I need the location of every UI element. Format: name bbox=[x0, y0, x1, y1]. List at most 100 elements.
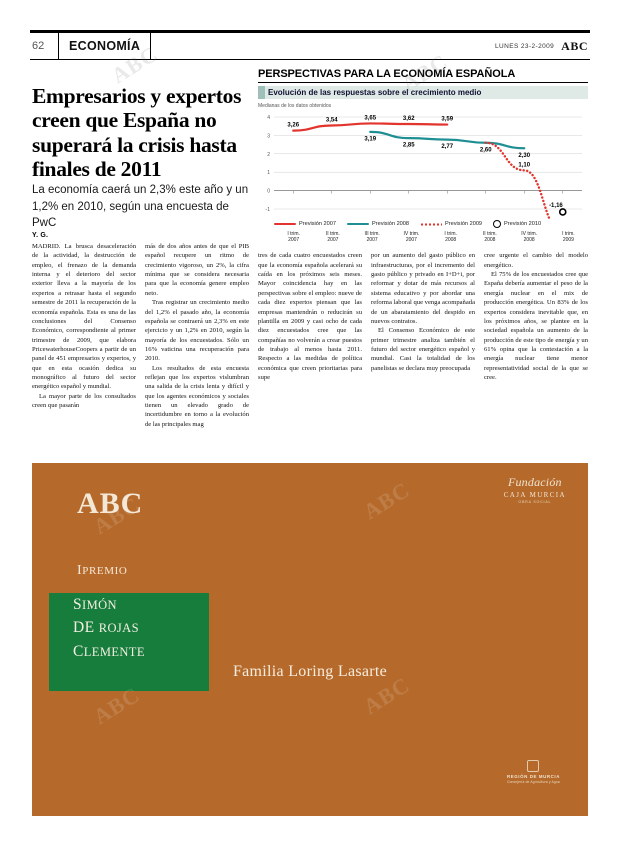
legend-label: Previsión 2009 bbox=[445, 221, 483, 227]
y-tick-label: 4 bbox=[267, 115, 270, 121]
legend-item-prevision-2007: Previsión 2007 bbox=[274, 221, 336, 227]
chart-legend: Previsión 2007 Previsión 2008 Previsión … bbox=[258, 220, 588, 228]
article-body: MADRID. La brusca desaceleración de la a… bbox=[32, 242, 588, 447]
legend-label: Previsión 2008 bbox=[372, 221, 410, 227]
chart-x-axis: I trim. 2007 II trim. 2007 III trim. 2007 IV t… bbox=[258, 231, 588, 244]
award-line2-cap: DE bbox=[73, 619, 95, 637]
data-value-label: 3,26 bbox=[287, 123, 299, 129]
chart-plot-area: 4 3 2 1 0 -1 3,26 3,54 3,65 3,62 3,59 3,19 2,85 2,77… bbox=[258, 111, 588, 219]
x-axis-label: I trim. 2007 bbox=[287, 231, 300, 244]
y-tick-label: 1 bbox=[267, 170, 270, 176]
chart-series-labels: 3,26 3,54 3,65 3,62 3,59 3,19 2,85 2,77 2,60 2,30… bbox=[287, 115, 563, 209]
advert-award-word: PREMIO bbox=[82, 565, 128, 577]
advert-brand: ABC bbox=[77, 487, 144, 520]
infographic-panel: PERSPECTIVAS PARA LA ECONOMÍA ESPAÑOLA E… bbox=[258, 68, 588, 250]
body-column-4: rar la crisis apuestan, por este orden, … bbox=[371, 242, 475, 447]
chart-x-tick-marks bbox=[293, 190, 563, 194]
y-tick-label: 3 bbox=[267, 133, 270, 139]
advert-foundation-logo: Fundación CAJA MURCIA OBRA SOCIAL bbox=[504, 475, 566, 504]
advert-award-prefix: I bbox=[77, 563, 83, 578]
data-value-label: 3,65 bbox=[364, 115, 376, 121]
data-value-label: -1,16 bbox=[549, 203, 563, 209]
chart-subtitle: Evolución de las respuestas sobre el cre… bbox=[258, 86, 588, 99]
series-line bbox=[484, 141, 551, 219]
article-standfirst: La economía caerá un 2,3% este año y un … bbox=[32, 184, 249, 230]
masthead-brand: ABC bbox=[561, 38, 588, 53]
x-axis-label: IV trim. 2008 bbox=[521, 231, 538, 244]
advert-foundation-tagline: OBRA SOCIAL bbox=[518, 500, 552, 504]
paragraph: más de dos años antes de que el PIB espa… bbox=[145, 243, 249, 297]
x-axis-label: I trim. 2008 bbox=[444, 231, 457, 244]
award-line3-cap: C bbox=[73, 642, 84, 660]
award-line1-cap: S bbox=[73, 596, 83, 613]
data-value-label: 3,62 bbox=[403, 116, 415, 122]
paragraph: nitudes macroeconómicas. De hecho, tres … bbox=[258, 243, 362, 382]
legend-label: Previsión 2010 bbox=[504, 221, 542, 227]
legend-item-prevision-2010: Previsión 2010 bbox=[493, 220, 541, 228]
legend-ring-marker-icon bbox=[493, 220, 502, 228]
data-value-label: 2,85 bbox=[403, 143, 415, 149]
coat-of-arms-icon bbox=[527, 760, 540, 772]
legend-swatch-icon bbox=[347, 222, 370, 226]
x-axis-label: IV trim. 2007 bbox=[403, 231, 420, 244]
legend-item-prevision-2008: Previsión 2008 bbox=[347, 221, 409, 227]
section-title: ECONOMÍA bbox=[58, 33, 152, 59]
advert-award-name-line-1: SIMÓN bbox=[73, 593, 209, 616]
series-line bbox=[369, 130, 526, 150]
body-column-1: MADRID. La brusca desaceleración de la a… bbox=[32, 242, 136, 447]
article-headline: Empresarios y expertos creen que España … bbox=[32, 84, 242, 181]
paragraph: Los resultados de esta encuesta reflejan… bbox=[145, 364, 249, 428]
chart-title: PERSPECTIVAS PARA LA ECONOMÍA ESPAÑOLA bbox=[258, 68, 588, 83]
advert-award-name-line-2: DE ROJAS bbox=[73, 616, 209, 639]
series-line bbox=[292, 122, 449, 132]
advert-award-name-line-3: CLEMENTE bbox=[73, 640, 209, 663]
legend-item-prevision-2009: Previsión 2009 bbox=[420, 221, 482, 227]
chart-note: Medianas de los datos obtenidos bbox=[258, 103, 332, 109]
data-value-label: 2,77 bbox=[441, 144, 453, 150]
y-tick-label: 2 bbox=[267, 152, 270, 158]
paragraph: El 75% de los encuestados cree que Españ… bbox=[484, 271, 588, 382]
legend-label: Previsión 2007 bbox=[299, 221, 337, 227]
advertisement[interactable]: ABC Fundación CAJA MURCIA OBRA SOCIAL IP… bbox=[32, 463, 588, 816]
advert-award-name-box: SIMÓN DE ROJAS CLEMENTE bbox=[49, 593, 209, 691]
advert-government-logo: REGIÓN DE MURCIA Consejería de Agricultu… bbox=[507, 760, 560, 784]
data-value-label: 3,19 bbox=[364, 136, 376, 142]
x-axis-label: II trim. 2007 bbox=[325, 231, 340, 244]
article-byline: Y. G. bbox=[32, 232, 49, 239]
data-value-label: 2,60 bbox=[480, 147, 492, 153]
data-value-label: 3,54 bbox=[326, 117, 338, 123]
advert-government-sub: Consejería de Agricultura y Agua bbox=[507, 780, 560, 784]
data-value-label: 2,30 bbox=[518, 153, 530, 159]
y-tick-label: 0 bbox=[267, 189, 270, 195]
advert-award-label: IPREMIO bbox=[77, 563, 127, 579]
legend-dotted-swatch-icon bbox=[420, 222, 443, 226]
x-axis-label: I trim. 2009 bbox=[562, 231, 575, 244]
paragraph: rar la crisis apuestan, por este orden, … bbox=[371, 243, 475, 325]
chart-series-lines bbox=[292, 122, 567, 219]
legend-swatch-icon bbox=[274, 222, 296, 226]
issue-date: LUNES 23-2-2009 bbox=[495, 42, 555, 50]
data-point-marker bbox=[558, 208, 567, 216]
x-axis-label: II trim. 2008 bbox=[482, 231, 497, 244]
paragraph: La mayor parte de los consultados creen … bbox=[32, 392, 136, 410]
chart-y-tick-labels: 4 3 2 1 0 -1 bbox=[266, 115, 271, 213]
paragraph: MADRID. La brusca desaceleración de la a… bbox=[32, 243, 136, 391]
data-value-label: 1,10 bbox=[518, 162, 530, 168]
body-column-5: por la situación y tres de cada cuatro c… bbox=[484, 242, 588, 447]
chart-svg: 4 3 2 1 0 -1 3,26 3,54 3,65 3,62 3,59 3,19 2,85 2,77… bbox=[266, 115, 582, 219]
advert-winner-name: Familia Loring Lasarte bbox=[232, 663, 388, 680]
body-column-3: nitudes macroeconómicas. De hecho, tres … bbox=[258, 242, 362, 447]
watermark: ABC bbox=[358, 476, 415, 525]
paragraph: El Consenso Económico de este primer tri… bbox=[371, 327, 475, 372]
data-value-label: 3,59 bbox=[441, 117, 453, 123]
advert-government-title: REGIÓN DE MURCIA bbox=[506, 774, 560, 779]
y-tick-label: -1 bbox=[266, 207, 271, 213]
body-column-2: más de dos años antes de que el PIB espa… bbox=[145, 242, 249, 447]
page-masthead: 62 ECONOMÍA LUNES 23-2-2009 ABC bbox=[30, 30, 590, 60]
chart-gridlines bbox=[274, 116, 582, 210]
award-line2-rest: ROJAS bbox=[98, 621, 139, 636]
paragraph: Tras registrar un crecimiento medio del … bbox=[145, 299, 249, 363]
award-line1-rest: IMÓN bbox=[82, 598, 117, 612]
x-axis-label: III trim. 2007 bbox=[364, 231, 380, 244]
